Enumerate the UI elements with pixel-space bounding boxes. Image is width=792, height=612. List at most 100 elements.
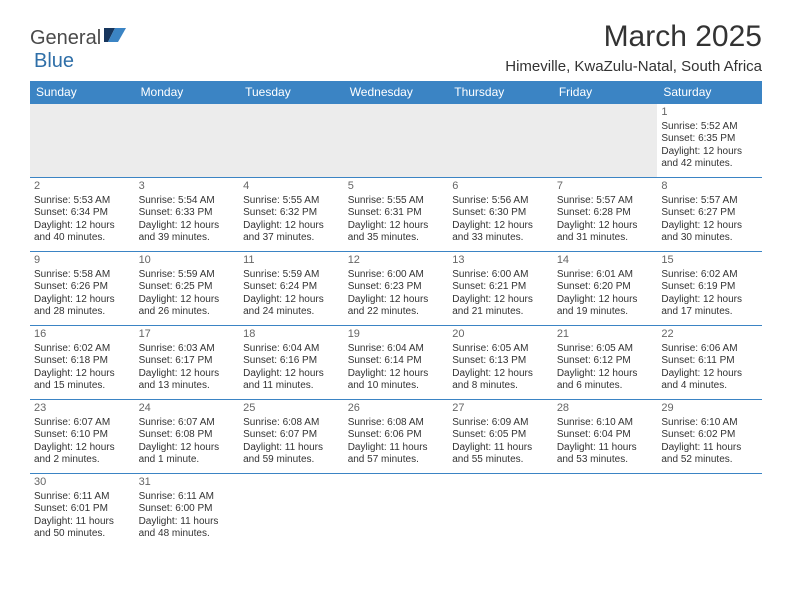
day-number: 8 <box>661 180 758 194</box>
day-number: 22 <box>661 328 758 342</box>
daylight-text: and 57 minutes. <box>348 454 445 467</box>
calendar-cell: 31Sunrise: 6:11 AMSunset: 6:00 PMDayligh… <box>135 474 240 548</box>
weekday-header: Thursday <box>448 81 553 104</box>
title-block: March 2025 Himeville, KwaZulu-Natal, Sou… <box>505 20 762 75</box>
sunrise-text: Sunrise: 5:53 AM <box>34 195 131 208</box>
sunset-text: Sunset: 6:35 PM <box>661 133 758 146</box>
daylight-text: Daylight: 12 hours <box>139 442 236 455</box>
daylight-text: and 52 minutes. <box>661 454 758 467</box>
daylight-text: Daylight: 12 hours <box>139 294 236 307</box>
day-number: 11 <box>243 254 340 268</box>
daylight-text: Daylight: 12 hours <box>557 368 654 381</box>
day-number: 19 <box>348 328 445 342</box>
daylight-text: and 26 minutes. <box>139 306 236 319</box>
day-number: 12 <box>348 254 445 268</box>
sunrise-text: Sunrise: 6:09 AM <box>452 417 549 430</box>
day-number: 23 <box>34 402 131 416</box>
sunset-text: Sunset: 6:01 PM <box>34 503 131 516</box>
calendar-cell: 3Sunrise: 5:54 AMSunset: 6:33 PMDaylight… <box>135 178 240 252</box>
day-number: 26 <box>348 402 445 416</box>
daylight-text: Daylight: 11 hours <box>348 442 445 455</box>
sunset-text: Sunset: 6:27 PM <box>661 207 758 220</box>
daylight-text: Daylight: 12 hours <box>661 220 758 233</box>
calendar-cell: 12Sunrise: 6:00 AMSunset: 6:23 PMDayligh… <box>344 252 449 326</box>
calendar-cell: 4Sunrise: 5:55 AMSunset: 6:32 PMDaylight… <box>239 178 344 252</box>
weekday-header: Sunday <box>30 81 135 104</box>
sunrise-text: Sunrise: 6:05 AM <box>557 343 654 356</box>
sunset-text: Sunset: 6:28 PM <box>557 207 654 220</box>
calendar-week: 9Sunrise: 5:58 AMSunset: 6:26 PMDaylight… <box>30 252 762 326</box>
daylight-text: Daylight: 12 hours <box>452 220 549 233</box>
daylight-text: and 40 minutes. <box>34 232 131 245</box>
day-number: 4 <box>243 180 340 194</box>
calendar-cell: 21Sunrise: 6:05 AMSunset: 6:12 PMDayligh… <box>553 326 658 400</box>
sunrise-text: Sunrise: 6:02 AM <box>661 269 758 282</box>
daylight-text: Daylight: 11 hours <box>557 442 654 455</box>
daylight-text: and 17 minutes. <box>661 306 758 319</box>
sunset-text: Sunset: 6:32 PM <box>243 207 340 220</box>
sunrise-text: Sunrise: 6:07 AM <box>139 417 236 430</box>
day-number: 24 <box>139 402 236 416</box>
calendar-cell: 15Sunrise: 6:02 AMSunset: 6:19 PMDayligh… <box>657 252 762 326</box>
day-number: 5 <box>348 180 445 194</box>
sunset-text: Sunset: 6:24 PM <box>243 281 340 294</box>
daylight-text: Daylight: 12 hours <box>34 368 131 381</box>
calendar-cell: 6Sunrise: 5:56 AMSunset: 6:30 PMDaylight… <box>448 178 553 252</box>
day-number: 25 <box>243 402 340 416</box>
daylight-text: and 39 minutes. <box>139 232 236 245</box>
flag-icon <box>104 26 126 50</box>
sunrise-text: Sunrise: 5:57 AM <box>557 195 654 208</box>
sunrise-text: Sunrise: 5:57 AM <box>661 195 758 208</box>
brand-general: General <box>30 27 101 50</box>
daylight-text: and 30 minutes. <box>661 232 758 245</box>
daylight-text: Daylight: 12 hours <box>661 146 758 159</box>
daylight-text: Daylight: 12 hours <box>243 368 340 381</box>
weekday-header: Tuesday <box>239 81 344 104</box>
sunset-text: Sunset: 6:00 PM <box>139 503 236 516</box>
header: General March 2025 Himeville, KwaZulu-Na… <box>30 20 762 75</box>
calendar-cell: 17Sunrise: 6:03 AMSunset: 6:17 PMDayligh… <box>135 326 240 400</box>
daylight-text: and 13 minutes. <box>139 380 236 393</box>
daylight-text: and 48 minutes. <box>139 528 236 541</box>
daylight-text: Daylight: 12 hours <box>661 294 758 307</box>
calendar-cell: 23Sunrise: 6:07 AMSunset: 6:10 PMDayligh… <box>30 400 135 474</box>
sunrise-text: Sunrise: 5:59 AM <box>243 269 340 282</box>
daylight-text: Daylight: 11 hours <box>34 516 131 529</box>
calendar-cell: 25Sunrise: 6:08 AMSunset: 6:07 PMDayligh… <box>239 400 344 474</box>
sunset-text: Sunset: 6:16 PM <box>243 355 340 368</box>
calendar-cell: 9Sunrise: 5:58 AMSunset: 6:26 PMDaylight… <box>30 252 135 326</box>
day-number: 30 <box>34 476 131 490</box>
daylight-text: Daylight: 12 hours <box>243 294 340 307</box>
daylight-text: Daylight: 12 hours <box>557 294 654 307</box>
daylight-text: Daylight: 12 hours <box>243 220 340 233</box>
calendar-cell: 13Sunrise: 6:00 AMSunset: 6:21 PMDayligh… <box>448 252 553 326</box>
calendar-week: 23Sunrise: 6:07 AMSunset: 6:10 PMDayligh… <box>30 400 762 474</box>
sunset-text: Sunset: 6:12 PM <box>557 355 654 368</box>
calendar-cell: 30Sunrise: 6:11 AMSunset: 6:01 PMDayligh… <box>30 474 135 548</box>
calendar-body: 1Sunrise: 5:52 AMSunset: 6:35 PMDaylight… <box>30 104 762 548</box>
daylight-text: Daylight: 12 hours <box>34 294 131 307</box>
day-number: 9 <box>34 254 131 268</box>
sunset-text: Sunset: 6:19 PM <box>661 281 758 294</box>
daylight-text: Daylight: 11 hours <box>139 516 236 529</box>
calendar-cell: 5Sunrise: 5:55 AMSunset: 6:31 PMDaylight… <box>344 178 449 252</box>
sunrise-text: Sunrise: 5:54 AM <box>139 195 236 208</box>
day-number: 14 <box>557 254 654 268</box>
calendar-week: 30Sunrise: 6:11 AMSunset: 6:01 PMDayligh… <box>30 474 762 548</box>
daylight-text: Daylight: 12 hours <box>661 368 758 381</box>
day-number: 21 <box>557 328 654 342</box>
calendar-cell: 14Sunrise: 6:01 AMSunset: 6:20 PMDayligh… <box>553 252 658 326</box>
daylight-text: Daylight: 12 hours <box>348 294 445 307</box>
calendar-week: 2Sunrise: 5:53 AMSunset: 6:34 PMDaylight… <box>30 178 762 252</box>
day-number: 28 <box>557 402 654 416</box>
weekday-header: Saturday <box>657 81 762 104</box>
calendar-cell <box>344 104 449 178</box>
daylight-text: and 55 minutes. <box>452 454 549 467</box>
day-number: 2 <box>34 180 131 194</box>
sunrise-text: Sunrise: 6:04 AM <box>243 343 340 356</box>
daylight-text: and 28 minutes. <box>34 306 131 319</box>
day-number: 10 <box>139 254 236 268</box>
sunrise-text: Sunrise: 6:03 AM <box>139 343 236 356</box>
sunrise-text: Sunrise: 6:04 AM <box>348 343 445 356</box>
calendar-cell: 11Sunrise: 5:59 AMSunset: 6:24 PMDayligh… <box>239 252 344 326</box>
